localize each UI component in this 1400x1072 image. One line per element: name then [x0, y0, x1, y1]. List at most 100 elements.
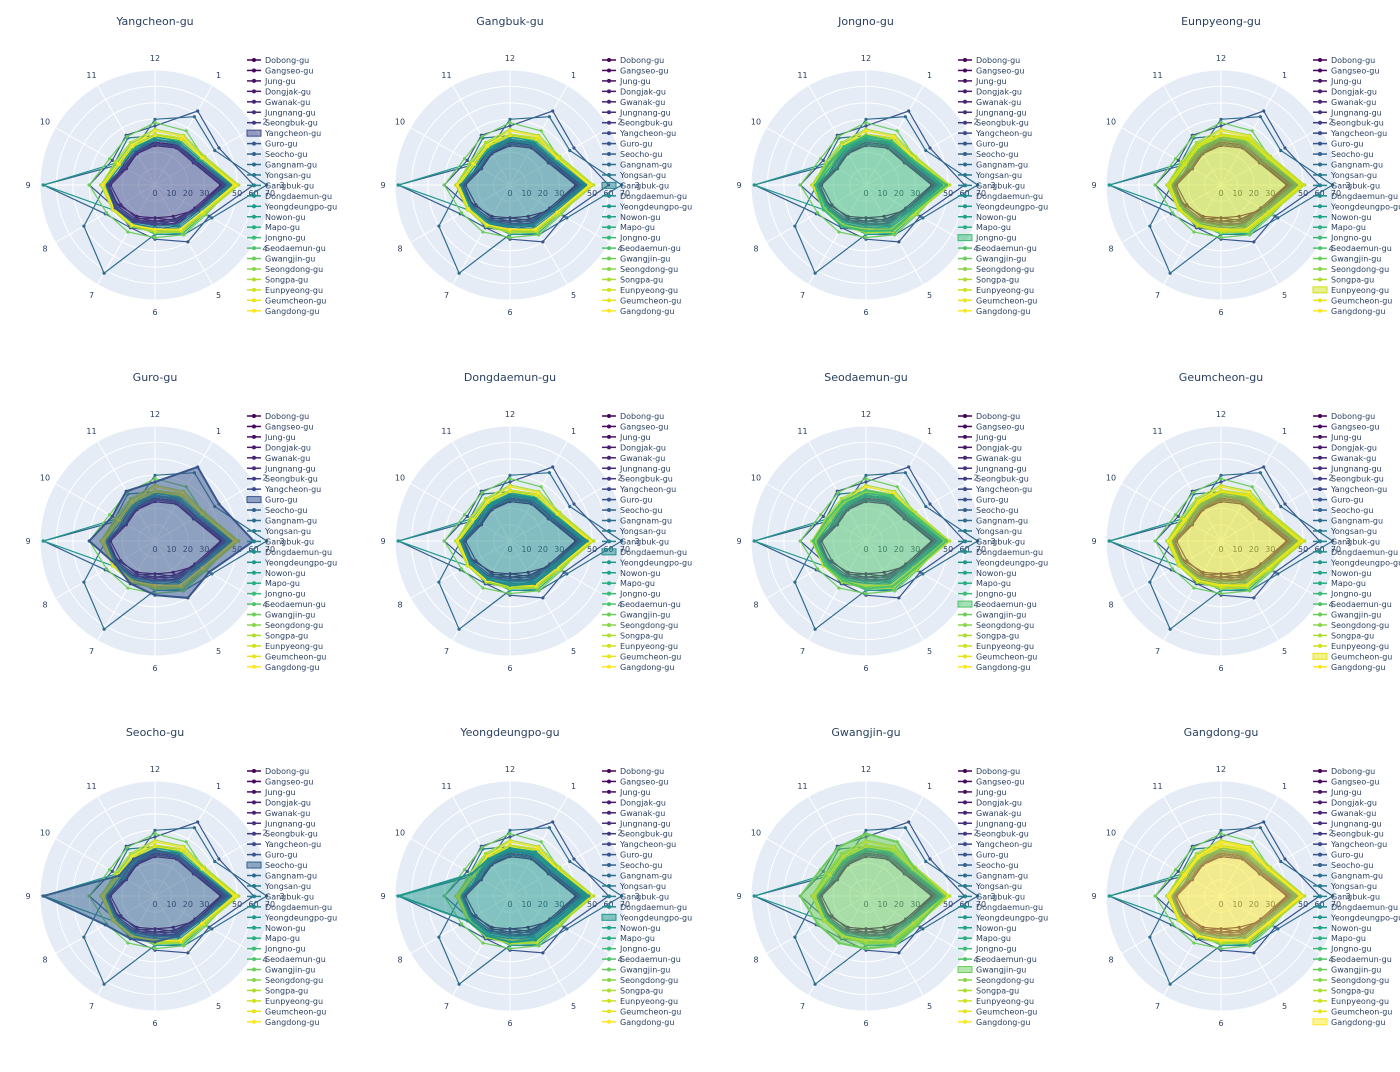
- legend-item-dongjak-gu[interactable]: Dongjak-gu: [602, 798, 666, 807]
- legend-item-geumcheon-gu[interactable]: Geumcheon-gu: [1313, 652, 1392, 661]
- legend-item-gangseo-gu[interactable]: Gangseo-gu: [247, 422, 313, 431]
- legend-item-seongdong-gu[interactable]: Seongdong-gu: [247, 265, 323, 274]
- legend-item-seongdong-gu[interactable]: Seongdong-gu: [602, 265, 678, 274]
- legend-item-gwanak-gu[interactable]: Gwanak-gu: [958, 454, 1021, 463]
- legend-item-gangdong-gu[interactable]: Gangdong-gu: [247, 1018, 319, 1027]
- legend-item-songpa-gu[interactable]: Songpa-gu: [602, 631, 663, 640]
- legend-item-dongjak-gu[interactable]: Dongjak-gu: [602, 443, 666, 452]
- legend-item-seongbuk-gu[interactable]: Seongbuk-gu: [602, 830, 673, 839]
- legend-item-geumcheon-gu[interactable]: Geumcheon-gu: [602, 1007, 681, 1016]
- legend-item-dongjak-gu[interactable]: Dongjak-gu: [958, 87, 1022, 96]
- legend-item-geumcheon-gu[interactable]: Geumcheon-gu: [958, 652, 1037, 661]
- legend-item-songpa-gu[interactable]: Songpa-gu: [958, 275, 1019, 284]
- legend-item-gangseo-gu[interactable]: Gangseo-gu: [958, 66, 1024, 75]
- legend-item-songpa-gu[interactable]: Songpa-gu: [958, 631, 1019, 640]
- legend-item-seodaemun-gu[interactable]: Seodaemun-gu: [1313, 600, 1392, 609]
- legend-item-seodaemun-gu[interactable]: Seodaemun-gu: [602, 600, 681, 609]
- legend-item-gangdong-gu[interactable]: Gangdong-gu: [1313, 307, 1385, 316]
- legend-item-seongbuk-gu[interactable]: Seongbuk-gu: [602, 475, 673, 484]
- legend-item-gwangjin-gu[interactable]: Gwangjin-gu: [247, 255, 315, 264]
- legend-item-dobong-gu[interactable]: Dobong-gu: [247, 767, 309, 776]
- legend-item-gwanak-gu[interactable]: Gwanak-gu: [247, 809, 310, 818]
- legend-item-eunpyeong-gu[interactable]: Eunpyeong-gu: [958, 286, 1034, 295]
- legend-item-gangdong-gu[interactable]: Gangdong-gu: [958, 307, 1030, 316]
- legend-item-dobong-gu[interactable]: Dobong-gu: [602, 56, 664, 65]
- legend-item-songpa-gu[interactable]: Songpa-gu: [1313, 631, 1374, 640]
- legend-item-gangseo-gu[interactable]: Gangseo-gu: [1313, 66, 1379, 75]
- legend-item-eunpyeong-gu[interactable]: Eunpyeong-gu: [247, 286, 323, 295]
- legend-item-jung-gu[interactable]: Jung-gu: [1313, 433, 1362, 442]
- legend-item-dongjak-gu[interactable]: Dongjak-gu: [602, 87, 666, 96]
- legend-item-jungnang-gu[interactable]: Jungnang-gu: [1313, 108, 1382, 117]
- legend-item-eunpyeong-gu[interactable]: Eunpyeong-gu: [602, 642, 678, 651]
- legend-item-gwangjin-gu[interactable]: Gwangjin-gu: [602, 611, 670, 620]
- legend-item-gwangjin-gu[interactable]: Gwangjin-gu: [247, 611, 315, 620]
- legend-item-gangdong-gu[interactable]: Gangdong-gu: [602, 307, 674, 316]
- legend-item-dobong-gu[interactable]: Dobong-gu: [247, 56, 309, 65]
- legend-item-jungnang-gu[interactable]: Jungnang-gu: [958, 108, 1027, 117]
- legend-item-seodaemun-gu[interactable]: Seodaemun-gu: [247, 600, 326, 609]
- legend-item-jungnang-gu[interactable]: Jungnang-gu: [247, 464, 316, 473]
- legend-item-seodaemun-gu[interactable]: Seodaemun-gu: [958, 244, 1037, 253]
- legend-item-seongbuk-gu[interactable]: Seongbuk-gu: [958, 119, 1029, 128]
- legend-item-gangdong-gu[interactable]: Gangdong-gu: [958, 663, 1030, 672]
- legend-item-eunpyeong-gu[interactable]: Eunpyeong-gu: [247, 997, 323, 1006]
- legend-item-gangdong-gu[interactable]: Gangdong-gu: [602, 663, 674, 672]
- legend-item-songpa-gu[interactable]: Songpa-gu: [247, 631, 308, 640]
- legend-item-seongdong-gu[interactable]: Seongdong-gu: [1313, 265, 1389, 274]
- legend-item-jung-gu[interactable]: Jung-gu: [602, 788, 651, 797]
- legend-item-gwangjin-gu[interactable]: Gwangjin-gu: [602, 255, 670, 264]
- legend-item-seodaemun-gu[interactable]: Seodaemun-gu: [602, 955, 681, 964]
- legend-item-jung-gu[interactable]: Jung-gu: [247, 433, 296, 442]
- legend-item-seongdong-gu[interactable]: Seongdong-gu: [958, 265, 1034, 274]
- legend-item-jung-gu[interactable]: Jung-gu: [602, 433, 651, 442]
- legend-item-seongdong-gu[interactable]: Seongdong-gu: [1313, 621, 1389, 630]
- legend-item-gangseo-gu[interactable]: Gangseo-gu: [602, 66, 668, 75]
- legend-item-dobong-gu[interactable]: Dobong-gu: [958, 56, 1020, 65]
- legend-item-gangdong-gu[interactable]: Gangdong-gu: [1313, 663, 1385, 672]
- legend-item-dongjak-gu[interactable]: Dongjak-gu: [247, 443, 311, 452]
- legend-item-gwangjin-gu[interactable]: Gwangjin-gu: [1313, 255, 1381, 264]
- legend-item-geumcheon-gu[interactable]: Geumcheon-gu: [1313, 296, 1392, 305]
- legend-item-seongbuk-gu[interactable]: Seongbuk-gu: [247, 475, 318, 484]
- legend-item-gangseo-gu[interactable]: Gangseo-gu: [1313, 422, 1379, 431]
- legend-item-gwanak-gu[interactable]: Gwanak-gu: [1313, 98, 1376, 107]
- legend-item-songpa-gu[interactable]: Songpa-gu: [1313, 275, 1374, 284]
- legend-item-gwanak-gu[interactable]: Gwanak-gu: [602, 98, 665, 107]
- legend-item-eunpyeong-gu[interactable]: Eunpyeong-gu: [602, 997, 678, 1006]
- legend-item-seongbuk-gu[interactable]: Seongbuk-gu: [958, 475, 1029, 484]
- legend-item-jung-gu[interactable]: Jung-gu: [958, 433, 1007, 442]
- legend-item-geumcheon-gu[interactable]: Geumcheon-gu: [958, 296, 1037, 305]
- legend-item-gwangjin-gu[interactable]: Gwangjin-gu: [602, 966, 670, 975]
- legend-item-geumcheon-gu[interactable]: Geumcheon-gu: [602, 296, 681, 305]
- legend-item-gwanak-gu[interactable]: Gwanak-gu: [602, 809, 665, 818]
- legend-item-seongbuk-gu[interactable]: Seongbuk-gu: [247, 830, 318, 839]
- legend-item-jungnang-gu[interactable]: Jungnang-gu: [602, 464, 671, 473]
- legend-item-gwanak-gu[interactable]: Gwanak-gu: [247, 454, 310, 463]
- legend-item-gwanak-gu[interactable]: Gwanak-gu: [1313, 454, 1376, 463]
- legend-item-seongdong-gu[interactable]: Seongdong-gu: [602, 976, 678, 985]
- legend-item-seongdong-gu[interactable]: Seongdong-gu: [602, 621, 678, 630]
- legend-item-jung-gu[interactable]: Jung-gu: [602, 77, 651, 86]
- legend-item-eunpyeong-gu[interactable]: Eunpyeong-gu: [958, 642, 1034, 651]
- legend-item-seodaemun-gu[interactable]: Seodaemun-gu: [247, 244, 326, 253]
- legend-item-jungnang-gu[interactable]: Jungnang-gu: [602, 108, 671, 117]
- legend-item-songpa-gu[interactable]: Songpa-gu: [602, 275, 663, 284]
- legend-item-jung-gu[interactable]: Jung-gu: [958, 77, 1007, 86]
- legend-item-seongbuk-gu[interactable]: Seongbuk-gu: [602, 119, 673, 128]
- legend-item-gwangjin-gu[interactable]: Gwangjin-gu: [958, 255, 1026, 264]
- legend-item-seodaemun-gu[interactable]: Seodaemun-gu: [1313, 244, 1392, 253]
- legend-item-jungnang-gu[interactable]: Jungnang-gu: [602, 819, 671, 828]
- legend-item-dobong-gu[interactable]: Dobong-gu: [1313, 412, 1375, 421]
- legend-item-jungnang-gu[interactable]: Jungnang-gu: [247, 108, 316, 117]
- legend-item-eunpyeong-gu[interactable]: Eunpyeong-gu: [247, 642, 323, 651]
- legend-item-eunpyeong-gu[interactable]: Eunpyeong-gu: [1313, 286, 1389, 295]
- legend-item-dongjak-gu[interactable]: Dongjak-gu: [247, 798, 311, 807]
- legend-item-dongjak-gu[interactable]: Dongjak-gu: [1313, 87, 1377, 96]
- legend-item-eunpyeong-gu[interactable]: Eunpyeong-gu: [1313, 642, 1389, 651]
- legend-item-jung-gu[interactable]: Jung-gu: [247, 77, 296, 86]
- legend-item-seodaemun-gu[interactable]: Seodaemun-gu: [247, 955, 326, 964]
- legend-item-songpa-gu[interactable]: Songpa-gu: [247, 275, 308, 284]
- legend-item-gangdong-gu[interactable]: Gangdong-gu: [602, 1018, 674, 1027]
- legend-item-seodaemun-gu[interactable]: Seodaemun-gu: [958, 600, 1037, 609]
